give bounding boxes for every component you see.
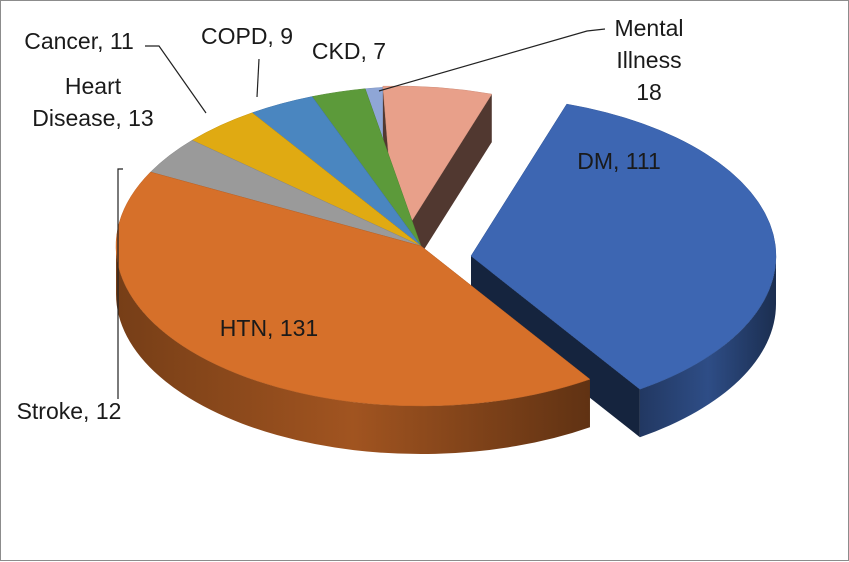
- pie-slice-top: [382, 85, 493, 247]
- data-label-stroke: Stroke, 12: [17, 398, 122, 424]
- data-label-copd: COPD, 9: [201, 23, 293, 49]
- data-label-mental-illness: Mental Illness 18: [614, 15, 683, 105]
- leader-line-cancer: [145, 45, 207, 114]
- leader-line-stroke: [117, 168, 123, 399]
- data-label-cancer: Cancer, 11: [24, 28, 134, 54]
- pie-slice-rim: [116, 246, 590, 454]
- pie-slice-rim: [639, 256, 776, 438]
- pie-slice-dm: [470, 103, 777, 438]
- data-label-heart-disease: Heart Disease, 13: [32, 73, 153, 131]
- pie-slice-htn: [115, 171, 591, 454]
- leader-line-copd: [256, 58, 260, 98]
- leader-line-mental-illness: [378, 28, 606, 92]
- pie-slice-top: [470, 103, 777, 390]
- data-label-htn: HTN, 131: [220, 315, 318, 341]
- pie-slice-wall: [471, 256, 640, 438]
- data-label-ckd: CKD, 7: [312, 38, 386, 64]
- data-label-dm: DM, 111: [577, 148, 661, 174]
